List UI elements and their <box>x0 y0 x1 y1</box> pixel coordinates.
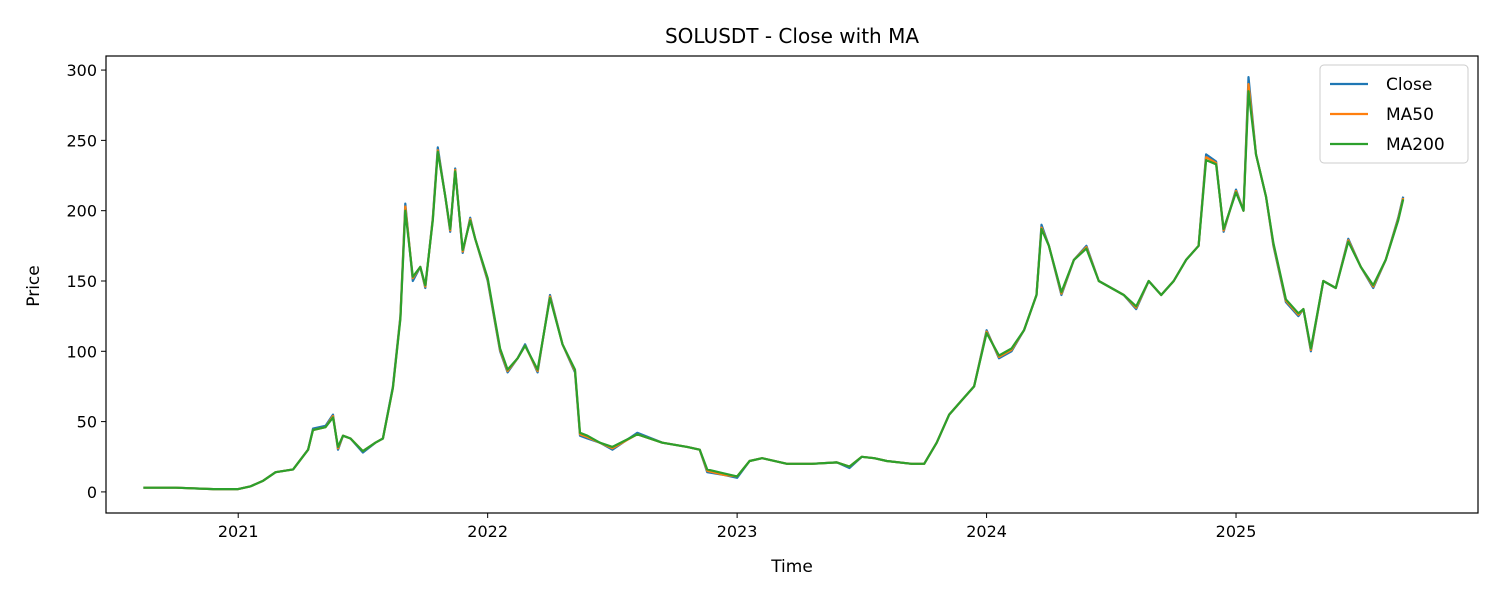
legend-label-close: Close <box>1386 75 1432 95</box>
y-tick-label: 100 <box>66 342 97 361</box>
legend: Close MA50 MA200 <box>1320 65 1468 163</box>
x-tick-label: 2023 <box>717 522 758 541</box>
y-tick-label: 200 <box>66 202 97 221</box>
x-tick-label: 2025 <box>1216 522 1257 541</box>
legend-label-ma50: MA50 <box>1386 105 1434 125</box>
chart-title: SOLUSDT - Close with MA <box>665 24 919 48</box>
legend-label-ma200: MA200 <box>1386 135 1445 155</box>
x-tick-label: 2022 <box>467 522 508 541</box>
x-tick-label: 2024 <box>966 522 1007 541</box>
y-tick-label: 150 <box>66 272 97 291</box>
y-tick-label: 0 <box>87 483 97 502</box>
x-tick-label: 2021 <box>218 522 259 541</box>
y-tick-label: 300 <box>66 61 97 80</box>
y-tick-label: 250 <box>66 131 97 150</box>
y-axis-label: Price <box>24 265 44 306</box>
y-tick-label: 50 <box>77 413 97 432</box>
x-axis-label: Time <box>770 557 813 577</box>
